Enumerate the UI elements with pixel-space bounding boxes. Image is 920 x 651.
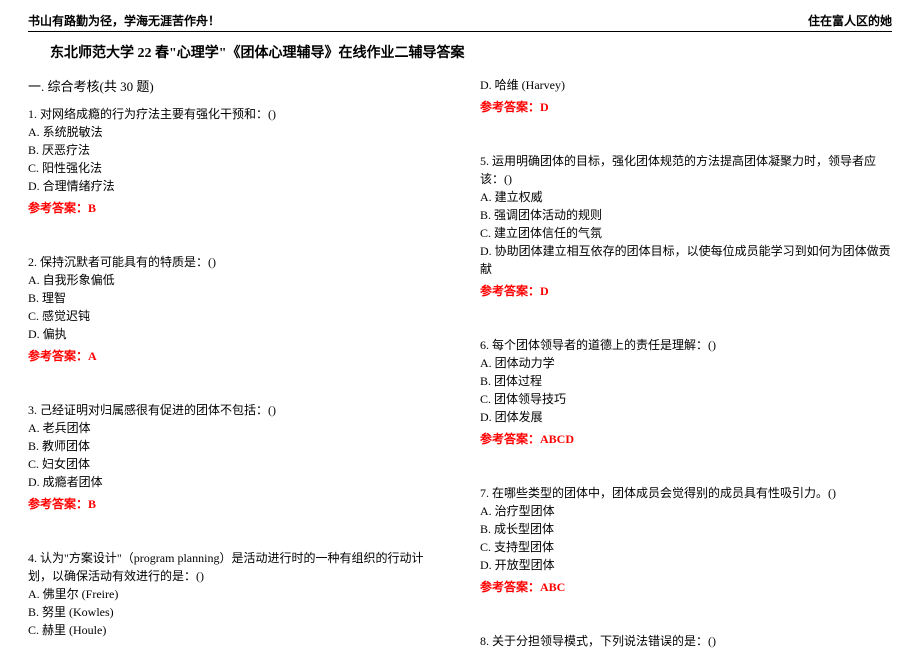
option: B. 成长型团体 <box>480 520 892 538</box>
question-text: 5. 运用明确团体的目标，强化团体规范的方法提高团体凝聚力时，领导者应该：() <box>480 152 892 188</box>
option: C. 阳性强化法 <box>28 159 440 177</box>
option: A. 建立权威 <box>480 188 892 206</box>
option: D. 协助团体建立相互依存的团体目标，以使每位成员能学习到如何为团体做贡献 <box>480 242 892 278</box>
question-stem: 己经证明对归属感很有促进的团体不包括：() <box>40 403 276 417</box>
question-text: 3. 己经证明对归属感很有促进的团体不包括：() <box>28 401 440 419</box>
answer-label: 参考答案： <box>28 349 88 363</box>
question-block: 2. 保持沉默者可能具有的特质是：() A. 自我形象偏低 B. 理智 C. 感… <box>28 253 440 365</box>
answer-label: 参考答案： <box>480 284 540 298</box>
question-text: 2. 保持沉默者可能具有的特质是：() <box>28 253 440 271</box>
option: C. 赫里 (Houle) <box>28 621 440 639</box>
answer-value: B <box>88 497 96 511</box>
option: C. 建立团体信任的气氛 <box>480 224 892 242</box>
question-number: 4 <box>28 551 34 565</box>
option: D. 偏执 <box>28 325 440 343</box>
question-number: 6 <box>480 338 486 352</box>
answer-line: 参考答案：D <box>480 282 892 300</box>
option: D. 成瘾者团体 <box>28 473 440 491</box>
answer-label: 参考答案： <box>28 497 88 511</box>
question-block: 6. 每个团体领导者的道德上的责任是理解：() A. 团体动力学 B. 团体过程… <box>480 336 892 448</box>
answer-label: 参考答案： <box>480 580 540 594</box>
content-columns: 一. 综合考核(共 30 题) 1. 对网络成瘾的行为疗法主要有强化干预和：()… <box>28 76 892 650</box>
option: D. 开放型团体 <box>480 556 892 574</box>
answer-value: D <box>540 284 549 298</box>
option: C. 团体领导技巧 <box>480 390 892 408</box>
answer-label: 参考答案： <box>480 100 540 114</box>
page-header: 书山有路勤为径，学海无涯苦作舟！ 住在富人区的她 <box>28 12 892 32</box>
question-text: 6. 每个团体领导者的道德上的责任是理解：() <box>480 336 892 354</box>
question-number: 1 <box>28 107 34 121</box>
option: B. 教师团体 <box>28 437 440 455</box>
question-block: 7. 在哪些类型的团体中，团体成员会觉得别的成员具有性吸引力。() A. 治疗型… <box>480 484 892 596</box>
option: D. 团体发展 <box>480 408 892 426</box>
question-block: 3. 己经证明对归属感很有促进的团体不包括：() A. 老兵团体 B. 教师团体… <box>28 401 440 513</box>
option: B. 强调团体活动的规则 <box>480 206 892 224</box>
question-number: 2 <box>28 255 34 269</box>
question-stem: 在哪些类型的团体中，团体成员会觉得别的成员具有性吸引力。() <box>492 486 836 500</box>
question-block: 1. 对网络成瘾的行为疗法主要有强化干预和：() A. 系统脱敏法 B. 厌恶疗… <box>28 105 440 217</box>
question-number: 8 <box>480 634 486 648</box>
answer-value: B <box>88 201 96 215</box>
question-text: 7. 在哪些类型的团体中，团体成员会觉得别的成员具有性吸引力。() <box>480 484 892 502</box>
option: B. 努里 (Kowles) <box>28 603 440 621</box>
section-heading: 一. 综合考核(共 30 题) <box>28 76 440 95</box>
question-text: 4. 认为"方案设计"（program planning）是活动进行时的一种有组… <box>28 549 440 585</box>
question-block: 4. 认为"方案设计"（program planning）是活动进行时的一种有组… <box>28 549 440 639</box>
answer-label: 参考答案： <box>480 432 540 446</box>
option: D. 合理情绪疗法 <box>28 177 440 195</box>
option: B. 团体过程 <box>480 372 892 390</box>
answer-line: 参考答案：ABCD <box>480 430 892 448</box>
page-title: 东北师范大学 22 春"心理学"《团体心理辅导》在线作业二辅导答案 <box>50 42 892 62</box>
question-number: 7 <box>480 486 486 500</box>
answer-label: 参考答案： <box>28 201 88 215</box>
question-block: 5. 运用明确团体的目标，强化团体规范的方法提高团体凝聚力时，领导者应该：() … <box>480 152 892 300</box>
option: C. 支持型团体 <box>480 538 892 556</box>
answer-value: ABC <box>540 580 565 594</box>
option: C. 感觉迟钝 <box>28 307 440 325</box>
option: A. 治疗型团体 <box>480 502 892 520</box>
question-stem: 对网络成瘾的行为疗法主要有强化干预和：() <box>40 107 276 121</box>
option: A. 老兵团体 <box>28 419 440 437</box>
answer-value: D <box>540 100 549 114</box>
option: A. 自我形象偏低 <box>28 271 440 289</box>
right-column: D. 哈维 (Harvey) 参考答案：D 5. 运用明确团体的目标，强化团体规… <box>480 76 892 650</box>
answer-line: 参考答案：ABC <box>480 578 892 596</box>
question-stem: 关于分担领导模式，下列说法错误的是：() <box>492 634 716 648</box>
option: D. 哈维 (Harvey) <box>480 76 892 94</box>
question-stem: 认为"方案设计"（program planning）是活动进行时的一种有组织的行… <box>28 551 423 583</box>
answer-value: ABCD <box>540 432 574 446</box>
question-number: 3 <box>28 403 34 417</box>
answer-line: 参考答案：B <box>28 495 440 513</box>
question-block: 8. 关于分担领导模式，下列说法错误的是：() <box>480 632 892 650</box>
option: B. 厌恶疗法 <box>28 141 440 159</box>
option: A. 佛里尔 (Freire) <box>28 585 440 603</box>
option: A. 系统脱敏法 <box>28 123 440 141</box>
left-column: 一. 综合考核(共 30 题) 1. 对网络成瘾的行为疗法主要有强化干预和：()… <box>28 76 440 650</box>
question-text: 1. 对网络成瘾的行为疗法主要有强化干预和：() <box>28 105 440 123</box>
option: C. 妇女团体 <box>28 455 440 473</box>
option: A. 团体动力学 <box>480 354 892 372</box>
question-number: 5 <box>480 154 486 168</box>
question-text: 8. 关于分担领导模式，下列说法错误的是：() <box>480 632 892 650</box>
answer-value: A <box>88 349 97 363</box>
header-right: 住在富人区的她 <box>808 12 892 29</box>
question-stem: 每个团体领导者的道德上的责任是理解：() <box>492 338 716 352</box>
answer-line: 参考答案：B <box>28 199 440 217</box>
header-left: 书山有路勤为径，学海无涯苦作舟！ <box>28 12 220 29</box>
question-stem: 保持沉默者可能具有的特质是：() <box>40 255 216 269</box>
answer-line: 参考答案：A <box>28 347 440 365</box>
question-block-continued: D. 哈维 (Harvey) 参考答案：D <box>480 76 892 116</box>
answer-line: 参考答案：D <box>480 98 892 116</box>
question-stem: 运用明确团体的目标，强化团体规范的方法提高团体凝聚力时，领导者应该：() <box>480 154 876 186</box>
option: B. 理智 <box>28 289 440 307</box>
